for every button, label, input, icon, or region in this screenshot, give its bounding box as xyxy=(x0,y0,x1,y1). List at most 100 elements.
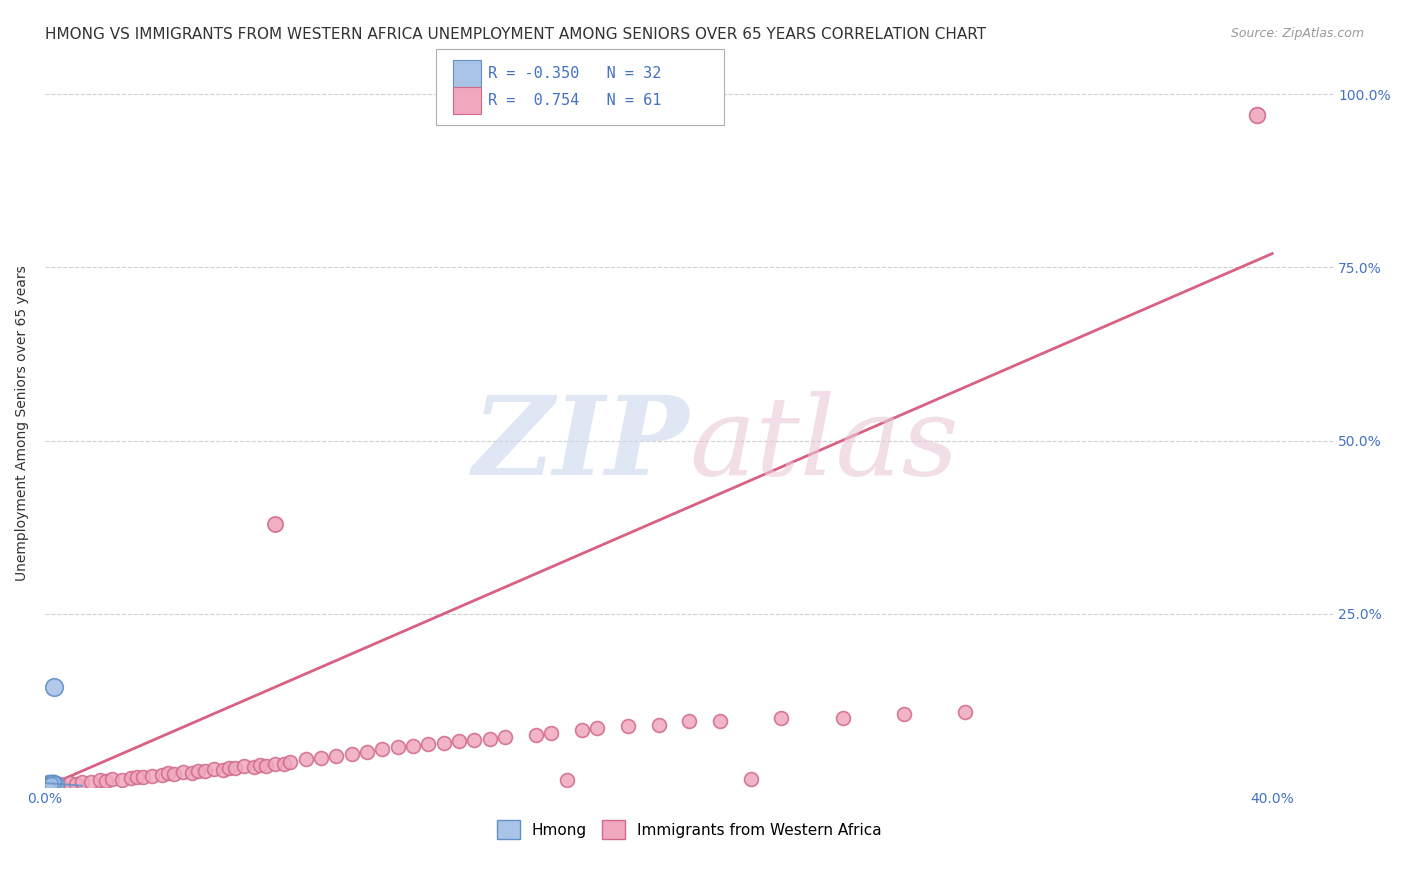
Point xyxy=(212,763,235,777)
Point xyxy=(44,775,66,789)
Point xyxy=(163,767,186,781)
Point xyxy=(44,778,66,792)
Text: HMONG VS IMMIGRANTS FROM WESTERN AFRICA UNEMPLOYMENT AMONG SENIORS OVER 65 YEARS: HMONG VS IMMIGRANTS FROM WESTERN AFRICA … xyxy=(45,27,986,42)
Point xyxy=(224,761,246,775)
Point xyxy=(37,778,59,792)
Point xyxy=(89,773,111,788)
Point xyxy=(111,772,134,787)
Point xyxy=(44,774,66,789)
Point xyxy=(955,706,977,720)
Point xyxy=(449,734,471,748)
Point xyxy=(254,758,277,772)
Point xyxy=(740,772,762,786)
Point xyxy=(586,721,609,735)
Point xyxy=(39,778,62,792)
Point xyxy=(37,778,59,792)
Point xyxy=(37,777,59,791)
Point xyxy=(418,737,440,751)
Point xyxy=(494,731,516,745)
Point xyxy=(202,762,225,776)
Point xyxy=(141,769,163,783)
Text: Source: ZipAtlas.com: Source: ZipAtlas.com xyxy=(1230,27,1364,40)
Point xyxy=(325,748,347,763)
Legend: Hmong, Immigrants from Western Africa: Hmong, Immigrants from Western Africa xyxy=(491,814,889,845)
Point xyxy=(125,770,148,784)
Point xyxy=(44,776,66,790)
Point xyxy=(709,714,731,729)
Point xyxy=(132,771,155,785)
Point xyxy=(150,767,173,781)
Point xyxy=(181,765,204,780)
Point xyxy=(309,751,332,765)
Point xyxy=(218,761,240,775)
Point xyxy=(893,707,915,722)
Point xyxy=(96,773,118,788)
Point xyxy=(770,711,793,725)
Point xyxy=(39,777,62,791)
Point xyxy=(280,755,302,769)
Point xyxy=(571,723,593,738)
Point xyxy=(463,733,485,747)
Point xyxy=(37,778,59,792)
Point xyxy=(187,764,209,778)
Point xyxy=(156,766,179,780)
Point xyxy=(831,711,853,725)
Point xyxy=(37,776,59,790)
Point xyxy=(37,774,59,789)
Point xyxy=(65,777,87,791)
Y-axis label: Unemployment Among Seniors over 65 years: Unemployment Among Seniors over 65 years xyxy=(15,266,30,582)
Point xyxy=(524,728,547,742)
Point xyxy=(678,714,700,729)
Point xyxy=(49,777,72,791)
Point xyxy=(44,778,66,792)
Point xyxy=(39,777,62,791)
Point xyxy=(371,742,394,756)
Point xyxy=(39,777,62,791)
Point xyxy=(402,739,425,753)
Point xyxy=(37,777,59,791)
Point xyxy=(387,739,409,754)
Point xyxy=(356,746,378,760)
Text: atlas: atlas xyxy=(689,392,959,499)
Point xyxy=(478,731,501,746)
Point xyxy=(39,775,62,789)
Point xyxy=(264,516,287,531)
Point xyxy=(540,726,562,740)
Point xyxy=(242,760,264,774)
Point xyxy=(37,779,59,793)
Point xyxy=(617,719,640,733)
Point xyxy=(44,778,66,792)
Point xyxy=(58,776,80,790)
Point xyxy=(44,777,66,791)
Point xyxy=(249,758,271,772)
Point xyxy=(44,776,66,790)
Point xyxy=(39,777,62,791)
Point xyxy=(193,764,215,779)
Point xyxy=(39,777,62,791)
Text: R =  0.754   N = 61: R = 0.754 N = 61 xyxy=(488,94,661,108)
Point xyxy=(647,718,669,732)
Point xyxy=(1246,108,1268,122)
Point xyxy=(433,736,456,750)
Point xyxy=(39,774,62,789)
Point xyxy=(37,777,59,791)
Point xyxy=(44,680,66,694)
Point xyxy=(120,771,142,785)
Point xyxy=(39,779,62,793)
Point xyxy=(340,747,363,761)
Point xyxy=(70,775,93,789)
Point xyxy=(37,776,59,790)
Point xyxy=(172,764,194,779)
Text: ZIP: ZIP xyxy=(472,392,689,499)
Point xyxy=(264,756,287,771)
Point xyxy=(44,776,66,790)
Point xyxy=(39,777,62,791)
Point xyxy=(555,773,578,788)
Point xyxy=(46,777,69,791)
Point xyxy=(80,774,103,789)
Point xyxy=(101,772,124,786)
Point xyxy=(273,757,295,772)
Point xyxy=(233,759,256,773)
Point xyxy=(37,779,59,793)
Point xyxy=(294,752,316,766)
